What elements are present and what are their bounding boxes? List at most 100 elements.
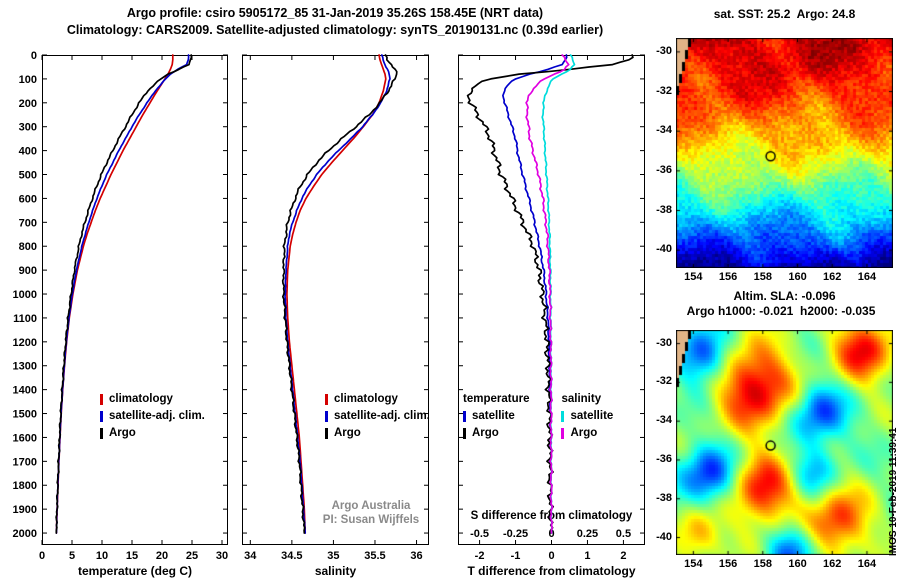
sla-title: Altim. SLA: -0.096 xyxy=(733,289,836,303)
x-tick-label: 0 xyxy=(39,550,45,562)
climatology-line-swatch xyxy=(100,394,103,405)
x-axis-label: temperature (deg C) xyxy=(78,564,192,578)
legend-item-s-argo: Argo xyxy=(561,425,613,442)
legend-label: Argo xyxy=(334,427,361,439)
axes-box xyxy=(42,55,228,545)
x-tick-label: -1 xyxy=(511,550,521,562)
sst-heatmap xyxy=(676,38,893,268)
map-x-tick-label: 156 xyxy=(718,558,738,570)
legend-item-argo: Argo xyxy=(325,425,430,442)
series-argo xyxy=(55,54,193,534)
legend-item-s-satellite: satellite xyxy=(561,408,613,425)
map-x-tick-label: 156 xyxy=(718,271,738,283)
axes-box xyxy=(242,55,429,545)
y-tick-label: 1200 xyxy=(13,337,37,349)
legend-item-climatology: climatology xyxy=(325,391,430,408)
temperature-profile-chart: 0 5 10 15 20 25 300100200300400500600700800900… xyxy=(13,50,229,578)
y-tick-label: 1100 xyxy=(13,313,37,325)
map-x-tick-label: 162 xyxy=(823,558,842,570)
x-tick-label: 30 xyxy=(216,550,228,562)
legend-label: satellite xyxy=(472,410,515,422)
y-tick-label: 900 xyxy=(19,265,37,277)
map-x-tick-label: 154 xyxy=(684,271,703,283)
difference-legend: temperature satellite Argo salinity sate… xyxy=(463,391,613,442)
map-x-tick-label: 164 xyxy=(857,271,877,283)
map-x-tick-label: 160 xyxy=(788,558,807,570)
map-x-tick-label: 154 xyxy=(684,558,703,570)
map-y-tick-label: -30 xyxy=(656,44,672,57)
map-y-tick-label: -34 xyxy=(656,414,672,427)
sst-map: 154 156 158 160 162 164 -30 -32 -34 -36 -38 -40 xyxy=(656,38,893,283)
difference-profile-chart: -2 -1 0 1 2S difference from climatology-0.5… xyxy=(458,54,645,578)
x-tick-label: 35 xyxy=(327,550,339,562)
y-tick-label: 1400 xyxy=(13,385,37,397)
satellite-line-swatch xyxy=(100,411,103,422)
y-tick-label: 1000 xyxy=(13,289,37,301)
legend-label: Argo xyxy=(570,427,598,439)
secondary-tick-label: 0 xyxy=(548,528,554,540)
series-s-argo xyxy=(525,54,570,534)
figure-title-line2: Climatology: CARS2009. Satellite-adjuste… xyxy=(66,23,604,37)
series-satellite-adj.-clim. xyxy=(55,54,190,534)
series-climatology xyxy=(286,54,387,534)
y-tick-label: 1300 xyxy=(13,361,37,373)
x-tick-label: 2 xyxy=(620,550,626,562)
argo-line-swatch xyxy=(100,428,103,439)
map-x-tick-label: 158 xyxy=(753,558,772,570)
x-tick-label: 34 xyxy=(244,550,257,562)
figure-title-line1: Argo profile: csiro 5905172_85 31-Jan-20… xyxy=(126,6,544,20)
y-tick-label: 200 xyxy=(19,98,37,110)
y-tick-label: 1900 xyxy=(13,504,37,516)
y-tick-label: 500 xyxy=(19,170,37,182)
cyan-line-swatch xyxy=(561,411,565,422)
secondary-tick-label: 0.5 xyxy=(616,528,631,540)
x-tick-label: 36 xyxy=(410,550,422,562)
map-y-tick-label: -38 xyxy=(656,203,672,216)
map-y-tick-label: -36 xyxy=(656,163,672,176)
y-tick-label: 2000 xyxy=(13,528,37,540)
legend-label: satellite-adj. clim. xyxy=(334,410,430,422)
y-tick-label: 1500 xyxy=(13,409,37,421)
series-climatology xyxy=(55,54,174,534)
imos-watermark: IMOS 10-Feb-2019 11:39:41 xyxy=(888,427,899,556)
x-tick-label: 0 xyxy=(548,550,554,562)
series-t-satellite xyxy=(502,54,568,534)
y-tick-label: 600 xyxy=(19,193,37,205)
secondary-tick-label: 0.25 xyxy=(577,528,598,540)
map-y-tick-label: -40 xyxy=(656,243,672,256)
map-y-tick-label: -32 xyxy=(656,375,672,388)
legend-item-t-satellite: satellite xyxy=(463,408,529,425)
y-tick-label: 1600 xyxy=(13,432,37,444)
legend-header: temperature xyxy=(463,393,530,405)
x-tick-label: 25 xyxy=(186,550,198,562)
x-tick-label: 5 xyxy=(69,550,75,562)
map-y-tick-label: -36 xyxy=(656,452,672,465)
y-tick-label: 400 xyxy=(19,146,37,158)
legend-item-climatology: climatology xyxy=(100,391,205,408)
map-y-tick-label: -30 xyxy=(656,336,672,349)
legend-label: Argo xyxy=(472,427,499,439)
x-tick-label: 10 xyxy=(96,550,108,562)
argo-heights-title: Argo h1000: -0.021 h2000: -0.035 xyxy=(686,304,876,318)
y-tick-label: 300 xyxy=(19,122,37,134)
x-axis-label: T difference from climatology xyxy=(467,564,635,578)
credit-line2: PI: Susan Wijffels xyxy=(322,514,420,526)
legend-label: Argo xyxy=(109,427,136,439)
y-tick-label: 1800 xyxy=(13,480,37,492)
y-tick-label: 1700 xyxy=(13,456,37,468)
x-tick-label: 1 xyxy=(584,550,590,562)
sst-map-title: sat. SST: 25.2 Argo: 24.8 xyxy=(713,7,856,21)
secondary-tick-label: -0.25 xyxy=(503,528,528,540)
legend-item-satellite: satellite-adj. clim. xyxy=(100,408,205,425)
legend-header: salinity xyxy=(561,393,602,405)
y-tick-label: 0 xyxy=(31,50,37,62)
argo-line-swatch xyxy=(463,428,466,439)
satellite-line-swatch xyxy=(325,411,328,422)
sla-map: 154 156 158 160 162 164 -30 -32 -34 -36 -38 -40 xyxy=(656,330,893,570)
magenta-line-swatch xyxy=(561,428,565,439)
map-x-tick-label: 160 xyxy=(788,271,807,283)
series-argo xyxy=(281,54,398,534)
y-tick-label: 100 xyxy=(19,74,37,86)
map-x-tick-label: 158 xyxy=(753,271,772,283)
map-y-tick-label: -38 xyxy=(656,491,672,504)
